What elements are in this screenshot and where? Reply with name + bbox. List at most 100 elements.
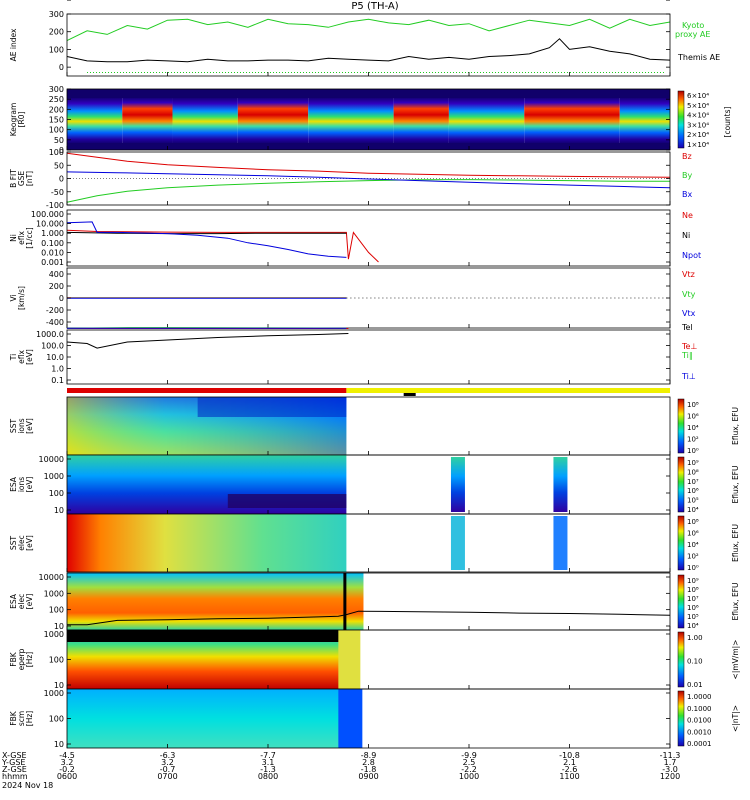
- footer-row-label: Y-GSE: [1, 758, 25, 767]
- colorbar-tick-sst_i: 10⁰: [687, 447, 699, 455]
- ytick-label-density: 0.010: [41, 248, 64, 257]
- ylabel-sst_i: SST: [9, 419, 18, 434]
- colorbar-label-fbk_b: <|nT|>: [731, 705, 740, 732]
- ylabel-bfield: B FIT: [9, 169, 18, 188]
- colorbar-sst_i: [677, 398, 685, 454]
- ylabel-fbk_b: [Hz]: [25, 711, 34, 727]
- colorbar-sst_e: [677, 515, 685, 571]
- ylabel-sst_e: elec: [17, 535, 26, 550]
- ylabel-bfield: GSE: [17, 171, 26, 187]
- colorbar-esa_e: [677, 574, 685, 629]
- ytick-label-keogram: 50: [54, 136, 64, 145]
- ylabel-sst_i: [eV]: [25, 418, 34, 434]
- ylabel-bfield: [nT]: [25, 171, 34, 186]
- ytick-label-bfield: 0: [59, 175, 64, 184]
- colorbar-fbk_e: [677, 631, 685, 688]
- sst-ions-dark-band: [197, 397, 347, 417]
- footer-row-label: 2024 Nov 18: [2, 781, 53, 790]
- series-line-by: [66, 179, 670, 203]
- ylabel-keogram: [R0]: [17, 112, 26, 128]
- ytick-label-ae: 0: [59, 63, 64, 72]
- colorbar-tick-fbk_e: 0.01: [687, 681, 703, 689]
- keogram-segment: [122, 97, 173, 144]
- colorbar-tick-sst_e: 10⁰: [687, 564, 699, 572]
- footer-value-x: -6.3: [160, 751, 176, 760]
- colorbar-tick-keogram: 6×10⁴: [687, 92, 709, 100]
- legend-proxy-ae: proxy AE: [675, 30, 710, 39]
- ylabel-fbk_e: [Hz]: [25, 652, 34, 668]
- footer-value-z: -2.6: [562, 765, 578, 774]
- sst-elec-column-1100: [553, 516, 568, 570]
- footer-row-label: hhmm: [2, 772, 28, 781]
- keogram-segment: [619, 97, 670, 144]
- ytick-label-keogram: 300: [49, 85, 64, 94]
- ytick-label-velocity: 200: [49, 282, 64, 291]
- legend-temp-3: Ti⊥: [681, 372, 696, 381]
- ytick-label-esa_i: 100: [49, 489, 64, 498]
- colorbar-tick-esa_i: 10⁴: [687, 506, 699, 514]
- ylabel-esa_i: [eV]: [25, 477, 34, 493]
- ytick-label-esa_e: 10: [54, 622, 64, 631]
- colorbar-tick-fbk_b: 0.0100: [687, 717, 712, 725]
- ytick-label-esa_i: 1000: [44, 472, 64, 481]
- legend-npot: Npot: [682, 251, 701, 260]
- colorbar-tick-fbk_b: 0.1000: [687, 705, 712, 713]
- colorbar-tick-keogram: 5×10⁴: [687, 102, 709, 110]
- ytick-label-velocity: 400: [49, 270, 64, 279]
- colorbar-tick-fbk_b: 0.0010: [687, 728, 712, 736]
- colorbar-tick-sst_e: 10⁴: [687, 541, 699, 549]
- ylabel-keogram: Keogram: [9, 103, 18, 137]
- colorbar-tick-esa_e: 10⁸: [687, 586, 699, 594]
- colorbar-label-sst_i: Eflux, EFU: [731, 407, 740, 445]
- ylabel-sst_e: SST: [9, 536, 18, 551]
- ytick-label-keogram: 200: [49, 105, 64, 114]
- colorbar-keogram: [677, 90, 685, 149]
- sst-elec-fill: [67, 514, 347, 572]
- colorbar-label-fbk_e: <|mV/m|>: [731, 640, 740, 680]
- colorbar-tick-esa_i: 10⁷: [687, 478, 699, 486]
- ylabel-velocity: Vi: [9, 294, 18, 301]
- footer-value-t: 1000: [459, 772, 479, 781]
- footer-value-x: -10.8: [559, 751, 580, 760]
- legend-themis-ae: Themis AE: [677, 53, 720, 62]
- colorbar-tick-sst_i: 10⁸: [687, 401, 699, 409]
- legend-temp-1: Te⊥: [681, 342, 697, 351]
- fbk-e-top-band: [67, 630, 347, 642]
- ylabel-esa_i: ESA: [9, 476, 18, 492]
- ylabel-fbk_b: scm: [17, 711, 26, 726]
- footer-value-t: 1100: [559, 772, 579, 781]
- esa-ions-column-1100: [553, 457, 568, 512]
- ylabel-temperature: Ti: [9, 354, 18, 361]
- colorbar-tick-sst_i: 10⁶: [687, 413, 699, 421]
- ytick-label-velocity: -200: [46, 306, 64, 315]
- ylabel-fbk_e: FBK: [9, 651, 18, 666]
- footer-value-t: 0800: [258, 772, 278, 781]
- ytick-label-bfield: 100: [49, 148, 64, 157]
- ylabel-temperature: eflx: [17, 350, 26, 364]
- ylabel-fbk_e: eperp: [17, 648, 26, 670]
- ytick-label-temperature: 100.0: [41, 342, 64, 351]
- keogram-segment: [308, 97, 394, 144]
- panel-frame-ae: [66, 13, 671, 77]
- legend-kyoto: Kyoto: [682, 21, 704, 30]
- legend-vtx: Vtx: [682, 309, 696, 318]
- ytick-label-esa_e: 1000: [44, 589, 64, 598]
- colorbar-tick-esa_e: 10⁹: [687, 577, 699, 585]
- ytick-label-keogram: 0: [59, 146, 64, 155]
- legend-bz: Bz: [682, 152, 692, 161]
- ylabel-esa_e: ESA: [9, 593, 18, 609]
- series-line-ne: [66, 229, 379, 263]
- series-line-potential: [67, 610, 671, 626]
- colorbar-tick-keogram: 4×10⁴: [687, 112, 709, 120]
- ytick-label-ae: 200: [49, 28, 64, 37]
- colorbar-tick-fbk_b: 0.0001: [687, 740, 712, 748]
- ytick-label-fbk_b: 10: [54, 740, 64, 749]
- ytick-label-ae: 300: [49, 10, 64, 19]
- series-line-ni: [66, 231, 347, 235]
- colorbar-tick-keogram: 3×10⁴: [687, 121, 709, 129]
